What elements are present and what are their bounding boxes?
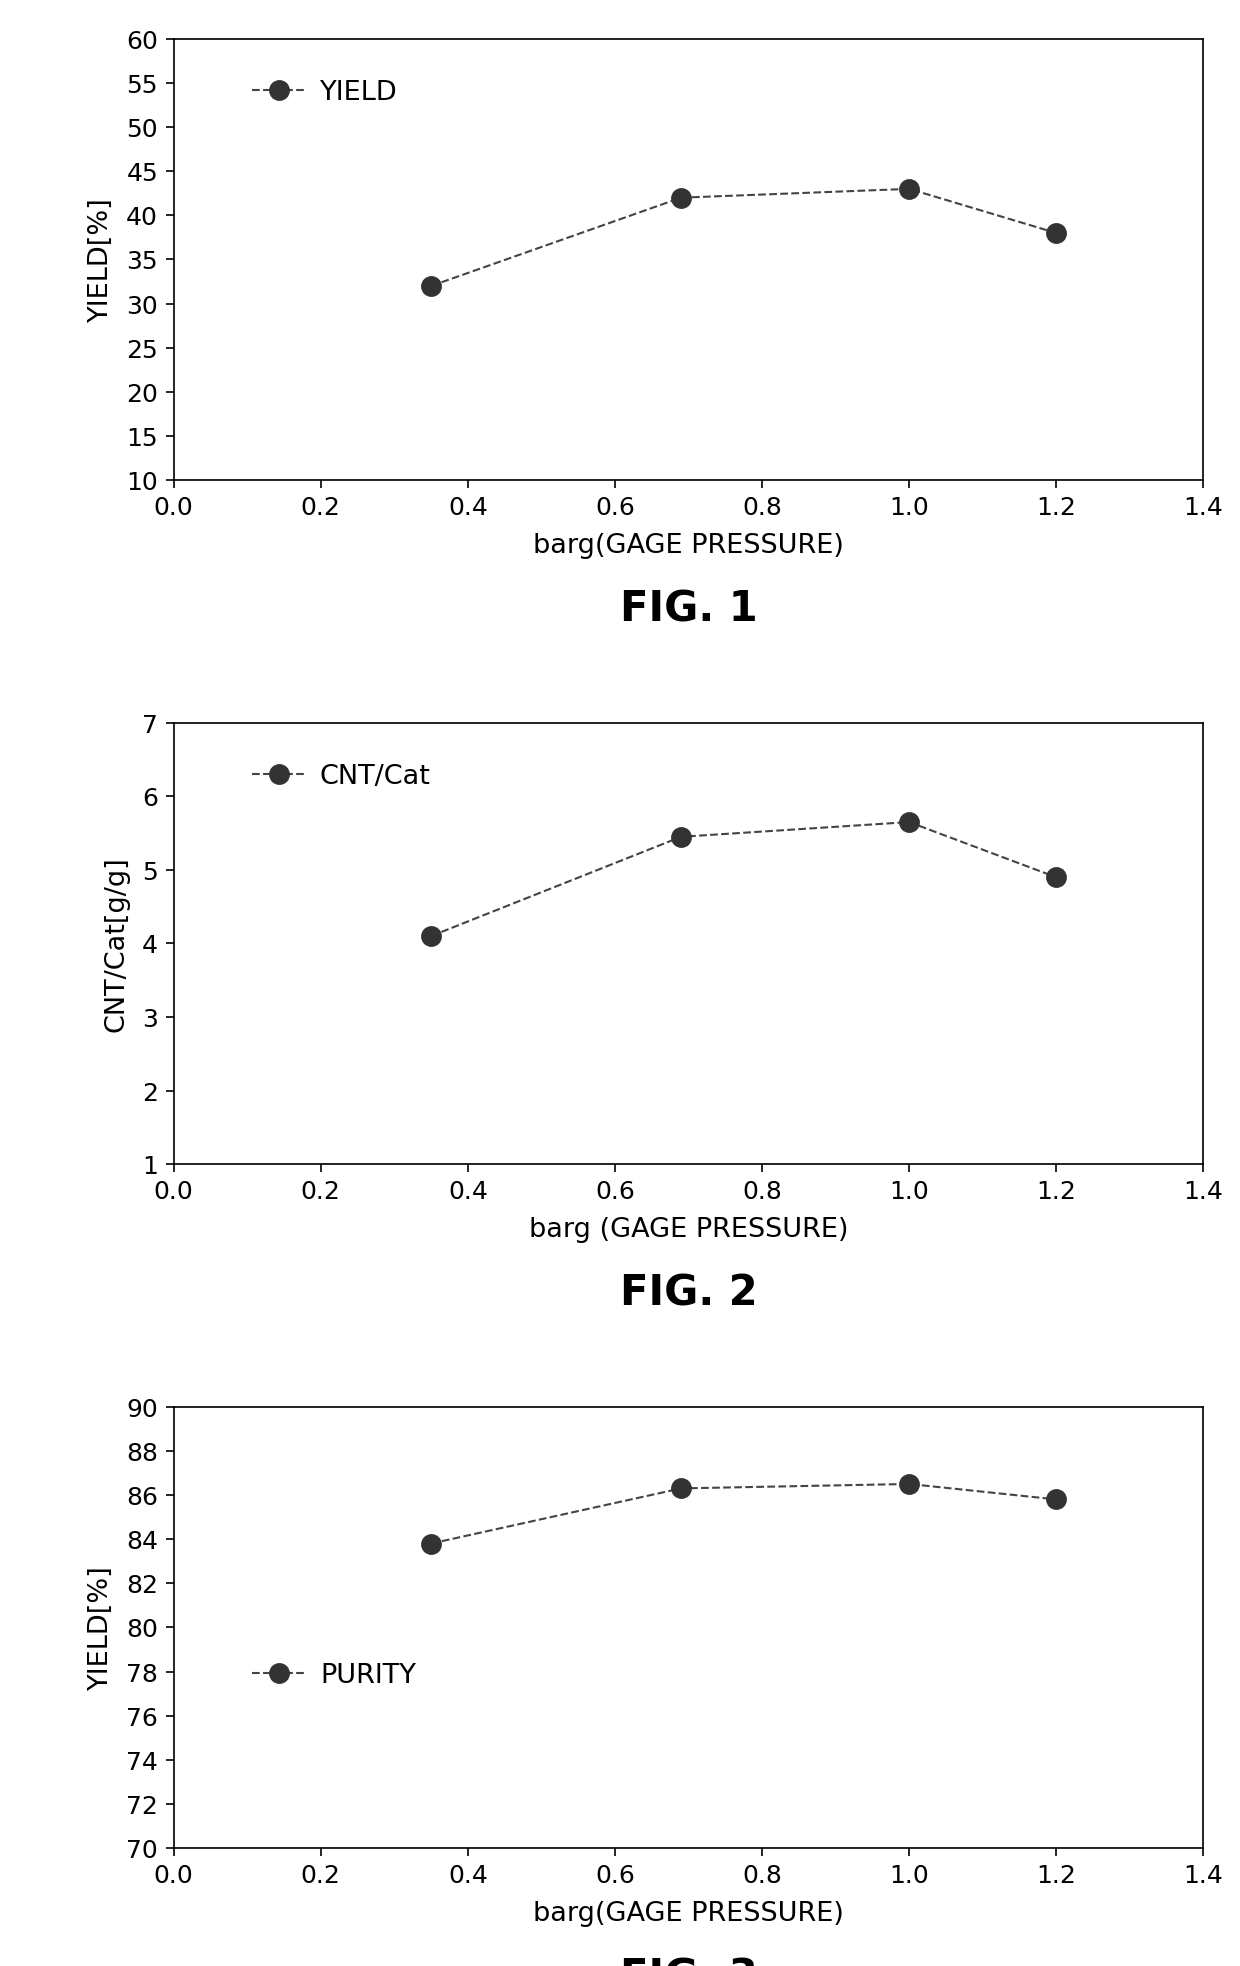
PURITY [1048, 1488, 1063, 1512]
X-axis label: barg(GAGE PRESSURE): barg(GAGE PRESSURE) [533, 1901, 843, 1927]
Y-axis label: YIELD[%]: YIELD[%] [88, 197, 114, 322]
CNT/Cat [673, 826, 688, 849]
YIELD [423, 275, 439, 299]
YIELD [1048, 222, 1063, 246]
CNT/Cat [423, 924, 439, 948]
PURITY [901, 1473, 916, 1496]
YIELD [901, 177, 916, 201]
Legend: CNT/Cat: CNT/Cat [238, 749, 444, 802]
CNT/Cat [901, 810, 916, 834]
Text: FIG. 2: FIG. 2 [620, 1272, 756, 1315]
X-axis label: barg(GAGE PRESSURE): barg(GAGE PRESSURE) [533, 533, 843, 558]
PURITY [673, 1476, 688, 1500]
Line: PURITY: PURITY [422, 1474, 1065, 1553]
PURITY [423, 1532, 439, 1555]
Legend: YIELD: YIELD [238, 67, 412, 120]
Y-axis label: YIELD[%]: YIELD[%] [88, 1565, 114, 1691]
YIELD [673, 187, 688, 210]
Text: FIG. 1: FIG. 1 [619, 588, 758, 631]
Line: YIELD: YIELD [422, 181, 1065, 295]
Y-axis label: CNT/Cat[g/g]: CNT/Cat[g/g] [103, 855, 129, 1032]
Line: CNT/Cat: CNT/Cat [422, 814, 1065, 946]
X-axis label: barg (GAGE PRESSURE): barg (GAGE PRESSURE) [528, 1217, 848, 1243]
Legend: PURITY: PURITY [238, 1649, 429, 1703]
Text: FIG. 3: FIG. 3 [619, 1956, 758, 1966]
CNT/Cat [1048, 865, 1063, 889]
